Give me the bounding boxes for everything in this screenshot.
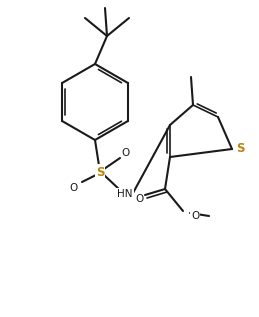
Text: HN: HN [117, 189, 133, 199]
Text: O: O [191, 211, 199, 221]
Text: O: O [122, 148, 130, 158]
Text: S: S [236, 143, 244, 156]
Text: O: O [69, 183, 77, 193]
Text: O: O [135, 194, 143, 204]
Text: S: S [96, 165, 104, 178]
